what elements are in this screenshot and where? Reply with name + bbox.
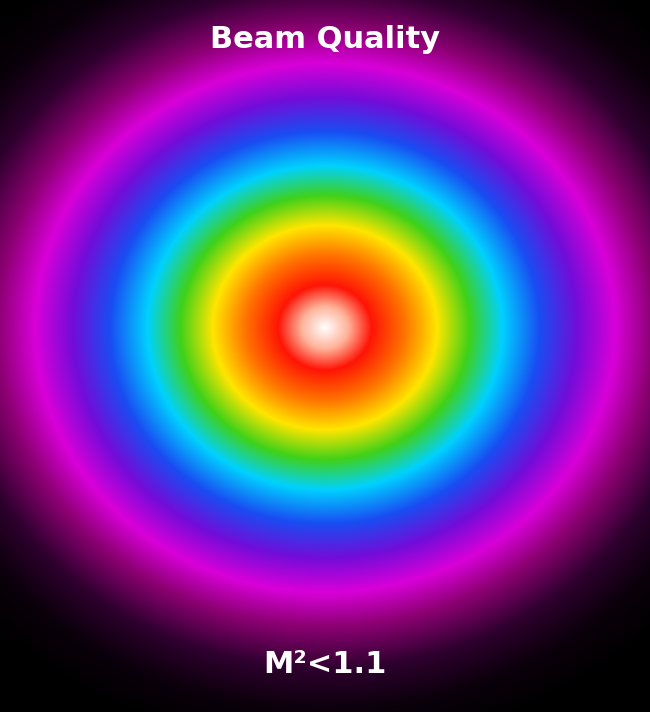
Text: Beam Quality: Beam Quality	[210, 25, 440, 53]
Text: M²<1.1: M²<1.1	[263, 650, 387, 679]
